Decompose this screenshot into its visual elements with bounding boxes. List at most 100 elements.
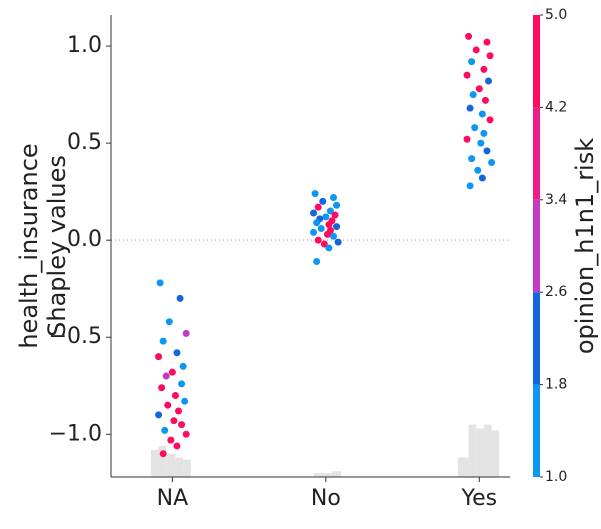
point — [159, 450, 167, 458]
point — [477, 139, 485, 147]
point — [178, 421, 186, 429]
point — [314, 203, 322, 211]
histogram-bar — [322, 473, 332, 477]
point — [468, 58, 476, 66]
point — [475, 85, 483, 93]
colorbar-band — [533, 199, 540, 293]
point — [474, 166, 482, 174]
point — [331, 211, 339, 219]
point — [182, 329, 190, 337]
point — [334, 238, 342, 246]
histogram-bar — [175, 457, 184, 477]
point — [483, 147, 491, 155]
point — [165, 318, 173, 326]
histogram-bar — [483, 424, 492, 477]
point — [463, 135, 471, 143]
point — [156, 279, 164, 287]
point — [480, 65, 488, 73]
point — [170, 417, 178, 425]
histogram-bar — [150, 449, 159, 477]
point — [176, 294, 184, 302]
point — [326, 207, 334, 215]
point — [465, 32, 473, 40]
histogram-bar — [491, 430, 500, 477]
point — [483, 38, 491, 46]
point — [333, 201, 341, 209]
y-tick-label: −1.0 — [49, 421, 102, 446]
point — [330, 232, 338, 240]
x-tick-label: No — [311, 486, 341, 511]
point — [313, 219, 321, 227]
histogram-bar — [468, 424, 477, 477]
point — [481, 96, 489, 104]
point — [162, 372, 170, 380]
colorbar-band — [533, 292, 540, 385]
point — [161, 426, 169, 434]
point — [471, 124, 479, 132]
point — [158, 384, 166, 392]
point — [322, 213, 330, 221]
point — [173, 349, 181, 357]
point — [320, 240, 328, 248]
y-tick-label: 1.0 — [67, 33, 102, 58]
histogram-bar — [166, 453, 176, 477]
point — [175, 407, 183, 415]
colorbar-tick-label: 1.8 — [545, 377, 567, 393]
point — [486, 52, 494, 60]
point — [310, 209, 318, 217]
colorbar-tick-label: 5.0 — [545, 7, 567, 23]
y-tick-label: −0.5 — [49, 324, 102, 349]
y-axis-label: health_insurance — [15, 143, 43, 348]
point — [173, 442, 181, 450]
point — [466, 104, 474, 112]
point — [164, 401, 172, 409]
point — [317, 225, 325, 233]
histogram-bar — [313, 473, 323, 477]
point — [469, 91, 477, 99]
point — [333, 223, 341, 231]
histogram-bar — [476, 428, 484, 477]
histogram-bar — [457, 457, 469, 477]
colorbar-tick-label: 2.6 — [545, 284, 567, 300]
point — [178, 380, 186, 388]
y-axis-label: Shapley values — [43, 155, 71, 337]
histogram-bar — [158, 445, 167, 477]
histogram-bar — [183, 459, 191, 477]
colorbar-label: opinion_h1n1_risk — [571, 138, 599, 354]
point — [314, 236, 322, 244]
point — [468, 155, 476, 163]
point — [466, 182, 474, 190]
point — [488, 159, 496, 167]
point — [181, 397, 189, 405]
x-tick-label: Yes — [461, 486, 498, 511]
point — [311, 190, 319, 198]
colorbar-tick-label: 3.4 — [545, 192, 567, 208]
histogram-bar — [331, 471, 342, 477]
colorbar-tick-label: 4.2 — [545, 99, 567, 115]
point — [319, 197, 327, 205]
point — [325, 221, 333, 229]
point — [168, 368, 176, 376]
point — [171, 391, 179, 399]
point — [179, 362, 187, 370]
point — [485, 77, 493, 85]
point — [478, 174, 486, 182]
point — [167, 436, 175, 444]
point — [480, 129, 488, 137]
colorbar-band — [533, 384, 540, 477]
point — [463, 71, 471, 79]
point — [472, 46, 480, 54]
y-tick-label: 0.5 — [67, 130, 102, 155]
point — [325, 244, 333, 252]
point — [330, 193, 338, 201]
point — [155, 411, 163, 419]
point — [310, 228, 318, 236]
x-tick-label: NA — [157, 486, 189, 511]
colorbar-band — [533, 15, 540, 108]
y-tick-label: 0.0 — [67, 227, 102, 252]
point — [478, 110, 486, 118]
colorbar-band — [533, 107, 540, 200]
point — [182, 430, 190, 438]
point — [159, 337, 167, 345]
